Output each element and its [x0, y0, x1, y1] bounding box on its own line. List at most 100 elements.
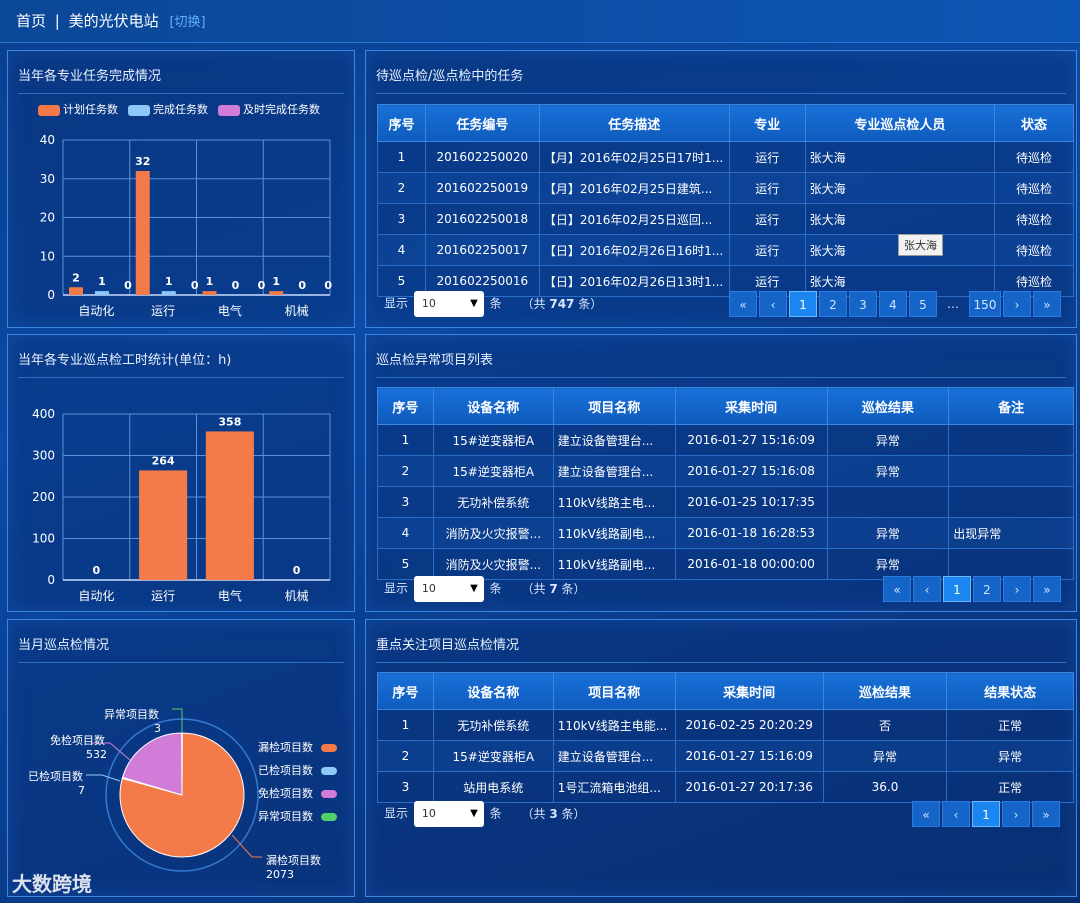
data-label: 2 — [72, 271, 80, 284]
table-row[interactable]: 5 消防及火灾报警... 110kV线路副电... 2016-01-18 00:00:… — [377, 548, 1074, 580]
table-cell: 异常 — [826, 517, 950, 549]
page-button[interactable]: 1 — [972, 801, 1000, 827]
table-cell[interactable]: 无功补偿系统 — [432, 486, 554, 518]
table-cell[interactable]: 15#逆变器柜A — [432, 455, 554, 487]
table-row[interactable]: 3 201602250018 【日】2016年02月25日巡回... 运行 张大海 待巡检 — [377, 203, 1074, 235]
table-cell: 1号汇流箱电池组... — [552, 771, 676, 803]
page-button[interactable]: » — [1033, 576, 1061, 602]
page-button[interactable]: » — [1033, 291, 1061, 317]
table-row[interactable]: 1 15#逆变器柜A 建立设备管理台... 2016-01-27 15:16:09 异常 — [377, 424, 1074, 456]
legend-item-missed[interactable]: 漏检项目数 — [258, 736, 337, 759]
switch-station-link[interactable]: [切换] — [169, 15, 206, 30]
table-row[interactable]: 3 无功补偿系统 110kV线路主电... 2016-01-25 10:17:35 — [377, 486, 1074, 518]
data-label: 1 — [98, 275, 106, 288]
data-label: 0 — [293, 564, 301, 577]
table-row[interactable]: 2 15#逆变器柜A 建立设备管理台... 2016-01-27 15:16:09 异常… — [377, 740, 1074, 772]
legend-item-checked[interactable]: 已检项目数 — [258, 759, 337, 782]
page-button[interactable]: 5 — [909, 291, 937, 317]
table-cell: 否 — [822, 709, 948, 741]
page-button[interactable]: ‹ — [913, 576, 941, 602]
legend-item-abnormal[interactable]: 异常项目数 — [258, 805, 337, 828]
table-row[interactable]: 4 消防及火灾报警... 110kV线路副电... 2016-01-18 16:28:… — [377, 517, 1074, 549]
table-cell[interactable]: 消防及火灾报警... — [432, 548, 554, 580]
table-cell[interactable]: 15#逆变器柜A — [432, 424, 554, 456]
page-button[interactable]: ‹ — [942, 801, 970, 827]
page-size-select[interactable]: 10 ▼ — [413, 291, 484, 317]
swatch-icon — [320, 813, 337, 821]
data-label: 32 — [135, 155, 150, 168]
pie-legend: 漏检项目数 已检项目数 免检项目数 异常项目数 — [258, 736, 337, 828]
legend-item-exempt[interactable]: 免检项目数 — [258, 782, 337, 805]
table-row[interactable]: 1 201602250020 【月】2016年02月25日17时1... 运行 张大海待… — [377, 141, 1074, 173]
pie-label-abnormal: 异常项目数 3 — [104, 708, 161, 735]
column-header: 任务描述 — [538, 104, 730, 142]
table-cell: 2 — [377, 455, 434, 487]
pie-slice — [121, 732, 183, 796]
bar — [161, 291, 176, 295]
table-cell: 2016-01-18 00:00:00 — [674, 548, 828, 580]
table-cell: 2016-01-27 15:16:09 — [674, 424, 828, 456]
panel-title: 当月巡点检情况 — [18, 638, 110, 653]
page-button[interactable]: « — [729, 291, 757, 317]
table-cell[interactable]: 站用电系统 — [432, 771, 554, 803]
page-button[interactable]: 1 — [789, 291, 817, 317]
page-size-select[interactable]: 10 ▼ — [413, 576, 484, 602]
column-header: 状态 — [994, 104, 1074, 142]
legend-item-ontime[interactable]: 及时完成任务数 — [218, 101, 320, 117]
swatch-icon — [128, 104, 150, 116]
page-button[interactable]: « — [883, 576, 911, 602]
pie-label-checked: 已检项目数 7 — [28, 770, 85, 797]
table-cell[interactable]: 201602250018 — [424, 203, 540, 235]
panel-title: 巡点检异常项目列表 — [376, 353, 494, 368]
home-link[interactable]: 首页 — [16, 12, 47, 30]
table-cell[interactable]: 201602250020 — [424, 141, 540, 173]
table-cell: 3 — [377, 203, 426, 235]
page-size-select[interactable]: 10 ▼ — [413, 801, 484, 827]
page-button[interactable]: ‹ — [759, 291, 787, 317]
monthly-inspection-panel: 当月巡点检情况 异常项目数 3 免检项目数 532 已检项目数 7 漏检项目数 2073… — [7, 619, 355, 897]
table-cell: 2016-01-18 16:28:53 — [674, 517, 828, 549]
table-row[interactable]: 2 15#逆变器柜A 建立设备管理台... 2016-01-27 15:16:08 异常 — [377, 455, 1074, 487]
page-button[interactable]: 4 — [879, 291, 907, 317]
page-button[interactable]: 1 — [943, 576, 971, 602]
table-cell — [826, 486, 950, 518]
column-header: 采集时间 — [674, 672, 824, 710]
table-row[interactable]: 1 无功补偿系统 110kV线路主电能... 2016-02-25 20:20:29 否… — [377, 709, 1074, 741]
table-cell: 1 — [377, 424, 434, 456]
page-button[interactable]: › — [1003, 291, 1031, 317]
page-button[interactable]: « — [912, 801, 940, 827]
table-row[interactable]: 3 站用电系统 1号汇流箱电池组... 2016-01-27 20:17:36 36.0… — [377, 771, 1074, 803]
page-button[interactable]: 3 — [849, 291, 877, 317]
show-label: 显示 — [384, 806, 409, 821]
table-cell[interactable]: 201602250017 — [424, 234, 540, 266]
bar — [202, 291, 217, 295]
table-cell: 建立设备管理台... — [552, 455, 676, 487]
table-cell[interactable]: 15#逆变器柜A — [432, 740, 554, 772]
key-items-table: 序号 设备名称 项目名称 采集时间 巡检结果 结果状态 1 无功补偿系统 110kV线路主电能… — [377, 672, 1074, 803]
y-tick-label: 30 — [40, 172, 55, 186]
table-cell[interactable]: 消防及火灾报警... — [432, 517, 554, 549]
table-cell: 张大海 — [804, 172, 996, 204]
page-button[interactable]: 2 — [973, 576, 1001, 602]
y-tick-label: 20 — [40, 211, 55, 225]
table-cell: 110kV线路主电能... — [552, 709, 676, 741]
table-cell[interactable]: 201602250019 — [424, 172, 540, 204]
page-button[interactable]: » — [1032, 801, 1060, 827]
watermark-logo: 大数跨境 — [12, 872, 92, 896]
table-cell: 4 — [377, 517, 434, 549]
legend-item-done[interactable]: 完成任务数 — [128, 101, 208, 117]
table-cell[interactable]: 无功补偿系统 — [432, 709, 554, 741]
legend-item-plan[interactable]: 计划任务数 — [38, 101, 118, 117]
caret-down-icon: ▼ — [470, 583, 478, 594]
table-cell: 【月】2016年02月25日建筑... — [538, 172, 730, 204]
page-button[interactable]: 150 — [969, 291, 1001, 317]
table-cell — [948, 486, 1074, 518]
table-footer: 显示 10 ▼ 条 （共 7 条） — [384, 576, 586, 602]
table-row[interactable]: 4 201602250017 【日】2016年02月26日16时1... 运行 张大海 待… — [377, 234, 1074, 266]
page-button[interactable]: › — [1002, 801, 1030, 827]
page-button[interactable]: 2 — [819, 291, 847, 317]
page-button[interactable]: › — [1003, 576, 1031, 602]
table-row[interactable]: 2 201602250019 【月】2016年02月25日建筑... 运行 张大海 待巡检 — [377, 172, 1074, 204]
key-items-panel: 重点关注项目巡点检情况 序号 设备名称 项目名称 采集时间 巡检结果 结果状态 1 无功补偿… — [365, 619, 1077, 897]
